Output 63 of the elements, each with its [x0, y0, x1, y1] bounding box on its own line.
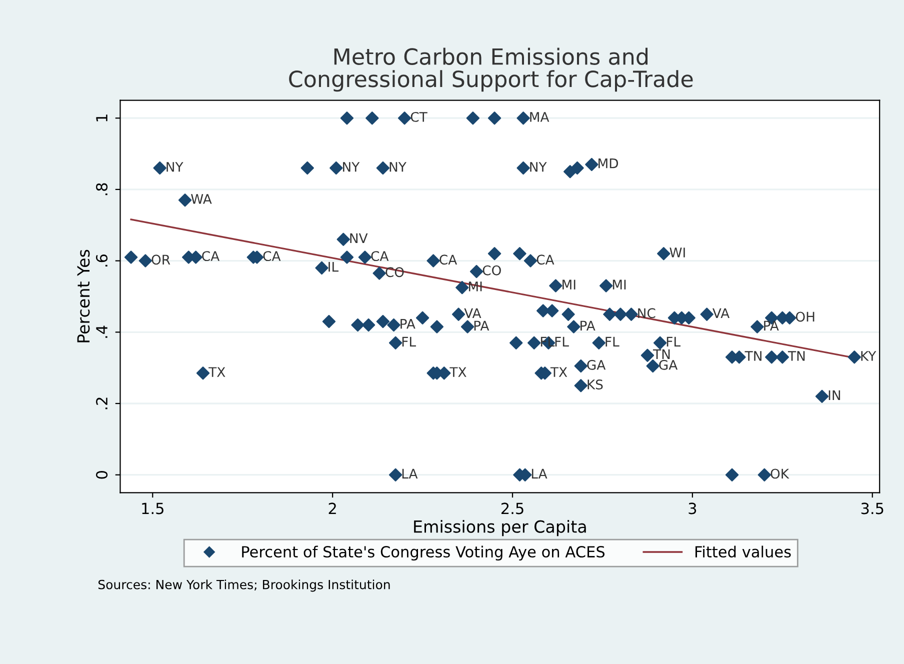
data-label: PA	[400, 319, 416, 329]
data-label: NC	[638, 308, 656, 318]
x-tick-label: 3.5	[861, 502, 884, 514]
data-label: NY	[166, 162, 184, 172]
data-label: NY	[343, 162, 360, 172]
data-label: PA	[764, 320, 779, 330]
data-label: LA	[402, 468, 418, 478]
chart-title: Metro Carbon Emissions and Congressional Support for Cap-Trade	[289, 48, 693, 92]
data-label: WA	[191, 194, 212, 204]
data-label: TX	[450, 367, 466, 377]
data-label: CA	[263, 251, 281, 262]
legend-label: Percent of State's Congress Voting Aye on ACES	[242, 546, 605, 561]
data-label: NY	[390, 162, 406, 172]
data-label: MA	[530, 112, 550, 122]
x-tick-label: 2	[328, 502, 336, 514]
data-label: CA	[202, 251, 220, 262]
data-label: IL	[328, 262, 338, 272]
data-label: PA	[580, 320, 596, 330]
source-note: Sources: New York Times; Brookings Institution	[98, 580, 390, 592]
data-label: CA	[371, 251, 389, 262]
data-label: VA	[464, 308, 482, 318]
y-tick-label: .8	[96, 183, 108, 196]
data-label: GA	[587, 360, 606, 370]
data-label: FL	[402, 336, 416, 346]
data-label: KS	[588, 380, 603, 390]
data-label: FL	[666, 336, 680, 346]
data-label: VA	[712, 308, 730, 318]
data-label: OK	[770, 468, 790, 479]
data-label: FL	[555, 336, 569, 346]
data-label: MI	[562, 280, 576, 290]
data-label: TX	[208, 367, 226, 377]
data-label: PA	[474, 320, 490, 330]
data-label: KY	[861, 351, 876, 361]
y-tick-label: 1	[96, 114, 108, 122]
data-label: TN	[788, 351, 805, 361]
data-label: CA	[440, 254, 458, 265]
x-tick-label: 2.5	[501, 502, 524, 514]
data-label: TN	[652, 349, 670, 359]
data-label: FL	[606, 336, 620, 346]
data-label: CO	[482, 265, 501, 276]
data-label: OR	[152, 254, 170, 265]
y-tick-label: .2	[96, 398, 108, 410]
data-label: MI	[612, 280, 626, 290]
data-label: CT	[410, 112, 428, 122]
data-label: MD	[598, 158, 618, 168]
x-tick-label: 3	[688, 502, 696, 514]
data-label: OH	[796, 312, 814, 322]
y-tick-label: .6	[96, 254, 108, 266]
x-tick-label: 1.5	[142, 502, 164, 514]
data-label: WI	[670, 248, 685, 258]
data-label: CA	[536, 254, 554, 265]
y-tick-label: .4	[96, 326, 108, 338]
data-label: NY	[530, 162, 547, 172]
data-label: LA	[532, 468, 548, 478]
x-axis-title: Emissions per Capita	[414, 520, 586, 536]
data-label: GA	[659, 360, 678, 370]
data-label: TX	[550, 367, 568, 377]
data-label: IN	[828, 390, 840, 400]
y-axis-title: Percent Yes	[77, 250, 90, 342]
legend-label: Fitted values	[695, 546, 791, 558]
data-label: TN	[744, 351, 762, 361]
data-label: NV	[350, 233, 368, 244]
y-tick-label: 0	[96, 471, 108, 479]
